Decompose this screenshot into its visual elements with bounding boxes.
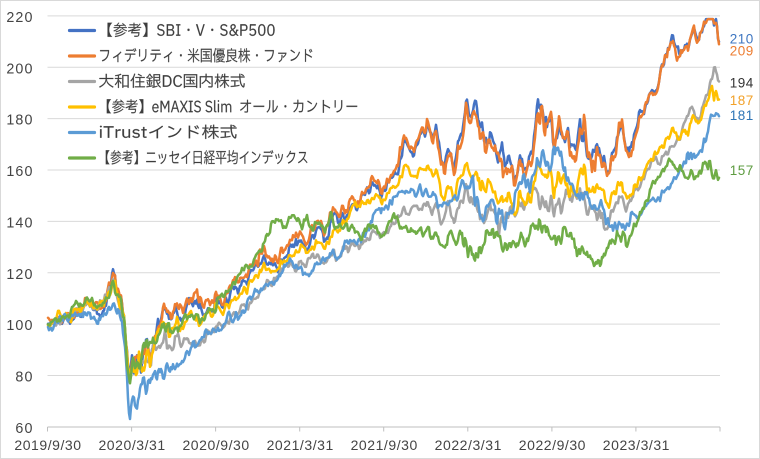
svg-text:194: 194: [730, 76, 754, 91]
svg-text:2020/9/30: 2020/9/30: [182, 437, 249, 453]
svg-text:180: 180: [6, 113, 33, 129]
svg-text:2021/3/31: 2021/3/31: [267, 437, 334, 453]
svg-text:80: 80: [15, 370, 33, 386]
svg-text:120: 120: [6, 267, 33, 283]
svg-text:140: 140: [6, 215, 33, 231]
svg-text:2022/3/31: 2022/3/31: [435, 437, 502, 453]
svg-text:2021/9/30: 2021/9/30: [351, 437, 418, 453]
svg-text:2023/3/31: 2023/3/31: [603, 437, 670, 453]
svg-text:209: 209: [730, 43, 754, 58]
svg-text:220: 220: [6, 10, 33, 26]
svg-text:2019/9/30: 2019/9/30: [14, 437, 81, 453]
svg-text:181: 181: [730, 108, 754, 123]
svg-text:160: 160: [6, 164, 33, 180]
svg-text:187: 187: [730, 93, 754, 108]
svg-text:100: 100: [6, 318, 33, 334]
svg-text:2022/9/30: 2022/9/30: [519, 437, 586, 453]
svg-text:157: 157: [730, 163, 754, 178]
svg-text:200: 200: [6, 61, 33, 77]
svg-text:210: 210: [730, 32, 754, 47]
svg-text:60: 60: [15, 421, 33, 437]
svg-text:2020/3/31: 2020/3/31: [98, 437, 165, 453]
